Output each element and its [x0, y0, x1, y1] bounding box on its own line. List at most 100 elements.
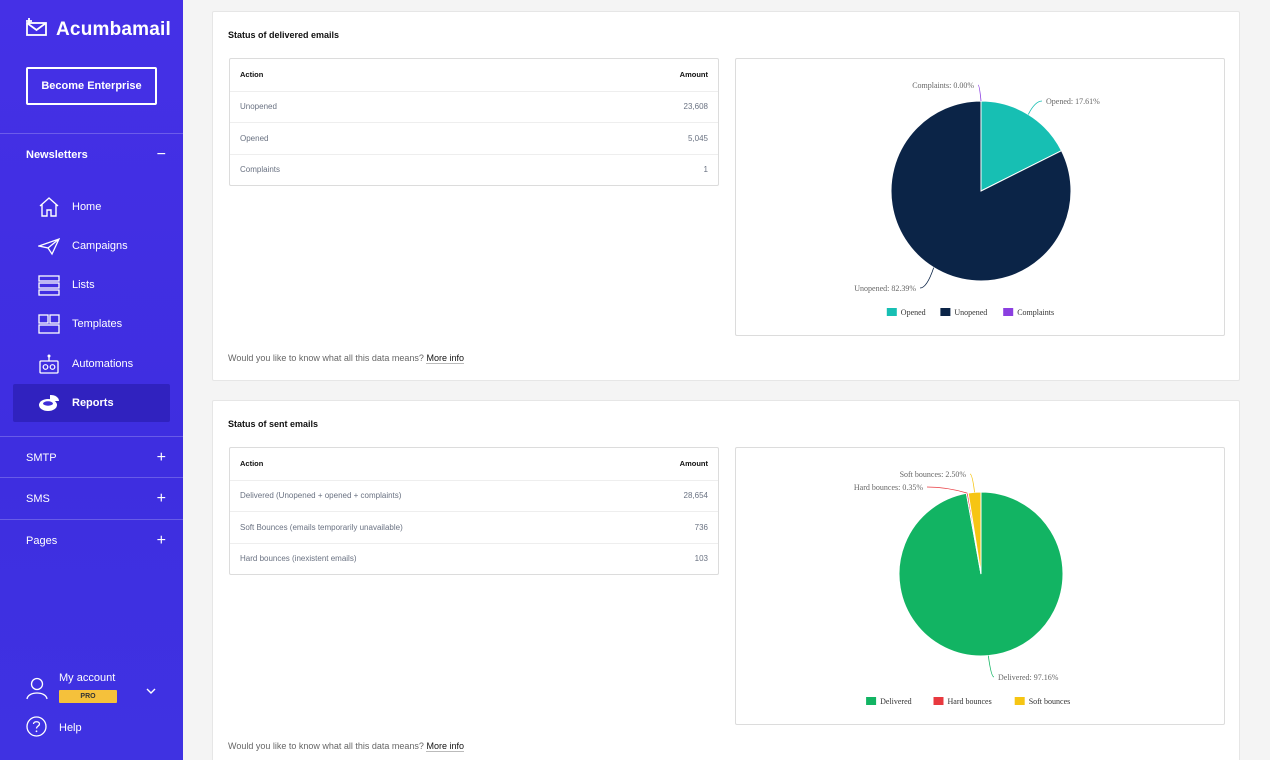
slice-label: Opened: 17.61% [1046, 97, 1100, 106]
leader-line [919, 267, 935, 289]
slice-label: Unopened: 82.39% [854, 284, 916, 293]
legend-swatch [1003, 308, 1014, 316]
more-info-link[interactable]: More info [426, 741, 464, 752]
home-icon [38, 196, 60, 218]
brand-logo[interactable]: Acumbamail [26, 18, 171, 41]
expand-icon[interactable]: + [156, 490, 166, 507]
section-smtp[interactable]: SMTP + [26, 450, 166, 466]
section-pages-label: Pages [26, 535, 58, 547]
sidebar-item-campaigns[interactable]: Campaigns [13, 227, 170, 265]
legend-label: Hard bounces [948, 697, 992, 706]
section-sms[interactable]: SMS + [26, 491, 166, 507]
card-title: Status of delivered emails [228, 30, 340, 40]
card-title: Status of sent emails [228, 419, 319, 429]
sidebar-item-automations[interactable]: Automations [13, 345, 170, 383]
collapse-icon[interactable]: − [156, 146, 166, 163]
slice-label: Complaints: 0.00% [912, 81, 974, 90]
table-row: Soft Bounces (emails temporarily unavail… [230, 511, 718, 543]
delivered-table: Action Amount Unopened 23,608 Opened 5,0… [229, 58, 719, 186]
column-header-action: Action [240, 70, 264, 80]
section-newsletters[interactable]: Newsletters − [26, 147, 166, 163]
slice-label: Soft bounces: 2.50% [900, 470, 967, 479]
sidebar-item-label: Reports [72, 397, 114, 409]
legend-label: Opened [901, 308, 926, 317]
table-header: Action Amount [230, 59, 718, 91]
row-action: Hard bounces (inexistent emails) [240, 554, 357, 564]
row-amount: 28,654 [683, 491, 708, 501]
delivered-pie-svg: Opened: 17.61% Unopened: 82.39% Complaints… [854, 81, 1100, 317]
divider [0, 436, 183, 437]
row-action: Complaints [240, 165, 281, 175]
legend-swatch [940, 308, 951, 316]
table-row: Opened 5,045 [230, 122, 718, 154]
pie-slice-unopened [890, 100, 1072, 282]
legend-label: Complaints [1017, 308, 1054, 317]
legend-swatch [1014, 697, 1025, 705]
table-header: Action Amount [230, 448, 718, 480]
row-amount: 5,045 [687, 133, 708, 143]
delivered-pie-chart: Opened: 17.61% Unopened: 82.39% Complaints… [735, 58, 1225, 336]
column-header-action: Action [240, 459, 264, 469]
row-amount: 23,608 [683, 102, 708, 112]
delivered-emails-card: Status of delivered emails Action Amount… [212, 11, 1240, 381]
help-icon [26, 716, 47, 740]
sent-pie-svg: Delivered: 97.16% Hard bounces: 0.35% Soft… [854, 470, 1071, 706]
user-icon [26, 676, 48, 705]
table-row: Complaints 1 [230, 153, 718, 186]
pro-badge: PRO [59, 690, 117, 703]
pie-slice-opened [980, 100, 1063, 192]
sidebar-item-lists[interactable]: Lists [13, 266, 170, 304]
legend-label: Soft bounces [1029, 697, 1071, 706]
account-label: My account [59, 672, 116, 684]
paper-plane-icon [38, 235, 60, 257]
table-row: Delivered (Unopened + opened + complaint… [230, 479, 718, 512]
pie-slice-soft-bounces [967, 491, 982, 575]
divider [0, 519, 183, 520]
expand-icon[interactable]: + [156, 449, 166, 466]
sidebar-item-label: Home [72, 201, 102, 213]
section-smtp-label: SMTP [26, 452, 57, 464]
robot-icon [38, 353, 60, 375]
account-menu[interactable]: My account PRO [26, 670, 166, 706]
more-info-text: Would you like to know what all this dat… [228, 353, 464, 364]
sidebar-item-templates[interactable]: Templates [13, 305, 170, 343]
table-row: Hard bounces (inexistent emails) 103 [230, 542, 718, 575]
help-label: Help [59, 722, 82, 734]
slice-label: Delivered: 97.16% [998, 673, 1059, 682]
table-row: Unopened 23,608 [230, 90, 718, 123]
more-info-question: Would you like to know what all this dat… [228, 353, 424, 363]
leader-line [987, 655, 995, 678]
chevron-down-icon[interactable] [146, 682, 156, 700]
help-link[interactable]: Help [26, 716, 82, 740]
row-action: Delivered (Unopened + opened + complaint… [240, 491, 402, 501]
section-sms-label: SMS [26, 493, 50, 505]
sidebar-item-reports[interactable]: Reports [13, 384, 170, 422]
sidebar-item-label: Lists [72, 279, 95, 291]
sidebar: Acumbamail Become Enterprise Newsletters… [0, 0, 183, 760]
legend-label: Delivered [880, 697, 912, 706]
sidebar-item-label: Automations [72, 358, 134, 370]
slice-label: Hard bounces: 0.35% [854, 483, 923, 492]
legend-swatch [933, 697, 944, 705]
leader-line [1027, 100, 1043, 115]
section-newsletters-label: Newsletters [26, 149, 88, 161]
row-amount: 1 [703, 165, 708, 175]
more-info-question: Would you like to know what all this dat… [228, 741, 424, 751]
sent-emails-card: Status of sent emails Action Amount Deli… [212, 400, 1240, 760]
expand-icon[interactable]: + [156, 532, 166, 549]
become-enterprise-button[interactable]: Become Enterprise [26, 67, 157, 105]
sidebar-item-label: Templates [72, 318, 123, 330]
sidebar-item-home[interactable]: Home [13, 188, 170, 226]
more-info-link[interactable]: More info [426, 353, 464, 364]
brand-name: Acumbamail [56, 18, 171, 40]
leader-line [969, 473, 975, 493]
section-pages[interactable]: Pages + [26, 533, 166, 549]
row-action: Soft Bounces (emails temporarily unavail… [240, 522, 403, 532]
leader-line [977, 84, 982, 102]
more-info-text: Would you like to know what all this dat… [228, 741, 464, 752]
row-amount: 103 [694, 554, 708, 564]
divider [0, 477, 183, 478]
column-header-amount: Amount [679, 459, 708, 469]
sent-table: Action Amount Delivered (Unopened + open… [229, 447, 719, 575]
sent-pie-chart: Delivered: 97.16% Hard bounces: 0.35% Soft… [735, 447, 1225, 725]
